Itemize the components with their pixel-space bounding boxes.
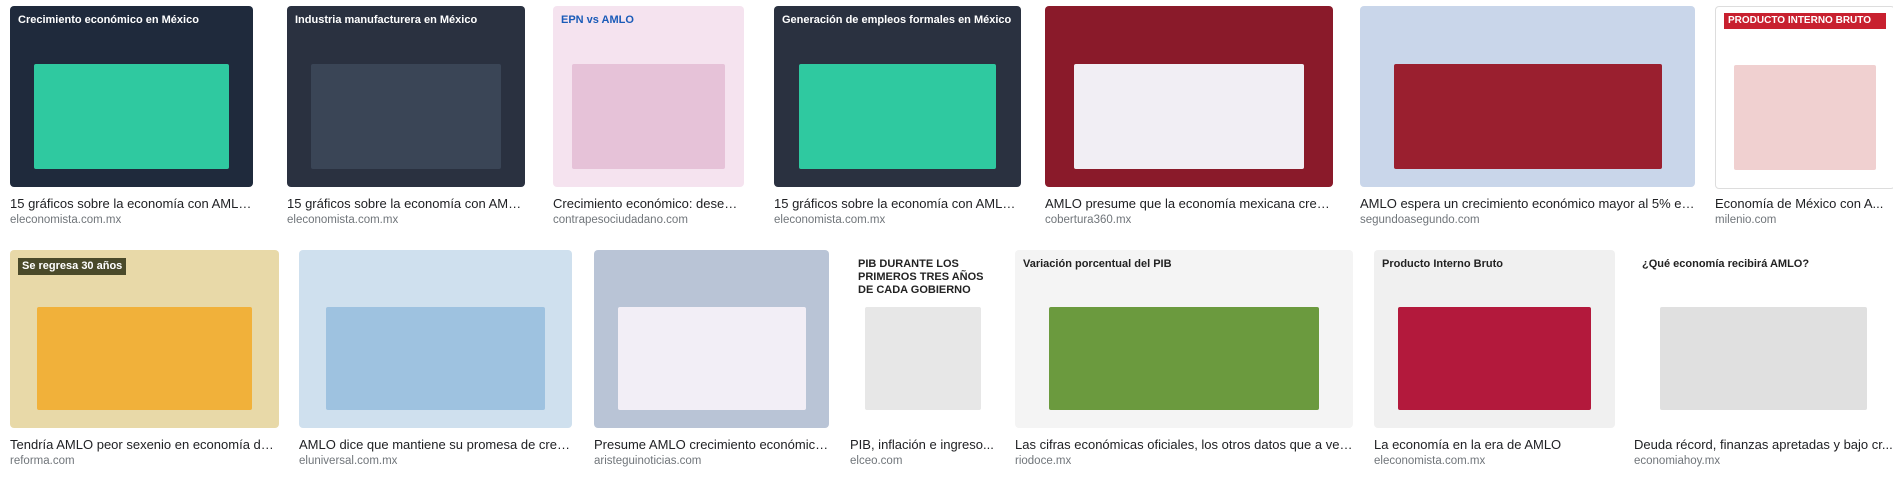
- thumbnail[interactable]: [299, 250, 572, 428]
- result-caption: La economía en la era de AMLO: [1374, 437, 1562, 452]
- thumbnail-graphic: [1073, 63, 1305, 169]
- result-item[interactable]: Presume AMLO crecimiento económico... ari…: [594, 0, 829, 484]
- result-caption: PIB, inflación e ingreso...: [850, 437, 994, 452]
- result-item[interactable]: Crecimiento económico en México 15 gráfic…: [10, 0, 253, 484]
- thumbnail-title: ¿Qué economía recibirá AMLO?: [1642, 258, 1810, 270]
- thumbnail[interactable]: [1045, 6, 1333, 187]
- result-caption: Tendría AMLO peor sexenio en economía de…: [10, 437, 279, 452]
- result-item[interactable]: Variación porcentual del PIB Las cifras e…: [1015, 0, 1353, 484]
- thumbnail-graphic: [572, 63, 725, 169]
- result-item[interactable]: Industria manufacturera en México 15 gráf…: [287, 0, 525, 484]
- thumbnail-title: EPN vs AMLO: [561, 14, 634, 26]
- thumbnail[interactable]: EPN vs AMLO: [553, 6, 744, 187]
- thumbnail-graphic: [1733, 64, 1877, 170]
- thumbnail-title: Variación porcentual del PIB: [1023, 258, 1172, 270]
- result-item[interactable]: ¿Qué economía recibirá AMLO? Deuda récord…: [1634, 0, 1893, 484]
- result-item[interactable]: Se regresa 30 años Tendría AMLO peor sexe…: [10, 0, 279, 484]
- thumbnail-graphic: [1398, 306, 1591, 411]
- thumbnail[interactable]: Se regresa 30 años: [10, 250, 279, 428]
- thumbnail[interactable]: ¿Qué economía recibirá AMLO?: [1634, 250, 1893, 428]
- result-item[interactable]: Producto Interno Bruto La economía en la …: [1374, 0, 1615, 484]
- result-caption: Las cifras económicas oficiales, los otr…: [1015, 437, 1353, 452]
- thumbnail-graphic: [617, 306, 806, 411]
- thumbnail-banner: [1724, 13, 1886, 29]
- thumbnail-graphic: [1659, 306, 1868, 411]
- result-item[interactable]: EPN vs AMLO Crecimiento económico: desem.…: [553, 0, 744, 484]
- thumbnail-title: Industria manufacturera en México: [295, 14, 478, 26]
- thumbnail[interactable]: Generación de empleos formales en México: [774, 6, 1021, 187]
- thumbnail-graphic: [1048, 306, 1320, 411]
- result-source: economiahoy.mx: [1634, 455, 1721, 467]
- thumbnail-graphic: [34, 63, 229, 169]
- result-source: elceo.com: [850, 455, 903, 467]
- thumbnail[interactable]: [594, 250, 829, 428]
- thumbnail[interactable]: Crecimiento económico en México: [10, 6, 253, 187]
- thumbnail-title: Producto Interno Bruto: [1382, 258, 1503, 270]
- result-caption: Deuda récord, finanzas apretadas y bajo …: [1634, 437, 1893, 452]
- result-caption: Presume AMLO crecimiento económico...: [594, 437, 829, 452]
- thumbnail-graphic: [326, 306, 545, 411]
- thumbnail[interactable]: PIB DURANTE LOS PRIMEROS TRES AÑOS DE CA…: [850, 250, 995, 428]
- result-source: aristeguinoticias.com: [594, 455, 702, 467]
- result-item[interactable]: PRODUCTO INTERNO BRUTO Economía de México…: [1715, 0, 1893, 484]
- thumbnail[interactable]: Variación porcentual del PIB: [1015, 250, 1353, 428]
- result-source: eleconomista.com.mx: [1374, 455, 1486, 467]
- thumbnail-title: PIB DURANTE LOS PRIMEROS TRES AÑOS DE CA…: [858, 258, 984, 297]
- result-source: reforma.com: [10, 455, 75, 467]
- thumbnail-title: Crecimiento económico en México: [18, 14, 199, 26]
- result-item[interactable]: Generación de empleos formales en México…: [774, 0, 1021, 484]
- result-item[interactable]: AMLO espera un crecimiento económico may…: [1360, 0, 1695, 484]
- result-item[interactable]: AMLO dice que mantiene su promesa de cre…: [299, 0, 572, 484]
- thumbnail[interactable]: PRODUCTO INTERNO BRUTO: [1715, 6, 1893, 189]
- thumbnail-graphic: [36, 306, 253, 411]
- result-caption: AMLO dice que mantiene su promesa de cre…: [299, 437, 572, 452]
- result-source: eluniversal.com.mx: [299, 455, 398, 467]
- thumbnail-graphic: [798, 63, 997, 169]
- thumbnail-title: Generación de empleos formales en México: [782, 14, 1012, 26]
- thumbnail-graphic: [310, 63, 502, 169]
- thumbnail[interactable]: Producto Interno Bruto: [1374, 250, 1615, 428]
- result-source: riodoce.mx: [1015, 455, 1072, 467]
- result-item[interactable]: AMLO presume que la economía mexicana cr…: [1045, 0, 1333, 484]
- thumbnail[interactable]: Industria manufacturera en México: [287, 6, 525, 187]
- thumbnail-title: Se regresa 30 años: [18, 258, 127, 276]
- thumbnail-graphic: [864, 306, 981, 411]
- thumbnail-graphic: [1393, 63, 1662, 169]
- thumbnail-title: PRODUCTO INTERNO BRUTO: [1728, 15, 1871, 26]
- result-item[interactable]: PIB DURANTE LOS PRIMEROS TRES AÑOS DE CA…: [850, 0, 995, 484]
- thumbnail[interactable]: [1360, 6, 1695, 187]
